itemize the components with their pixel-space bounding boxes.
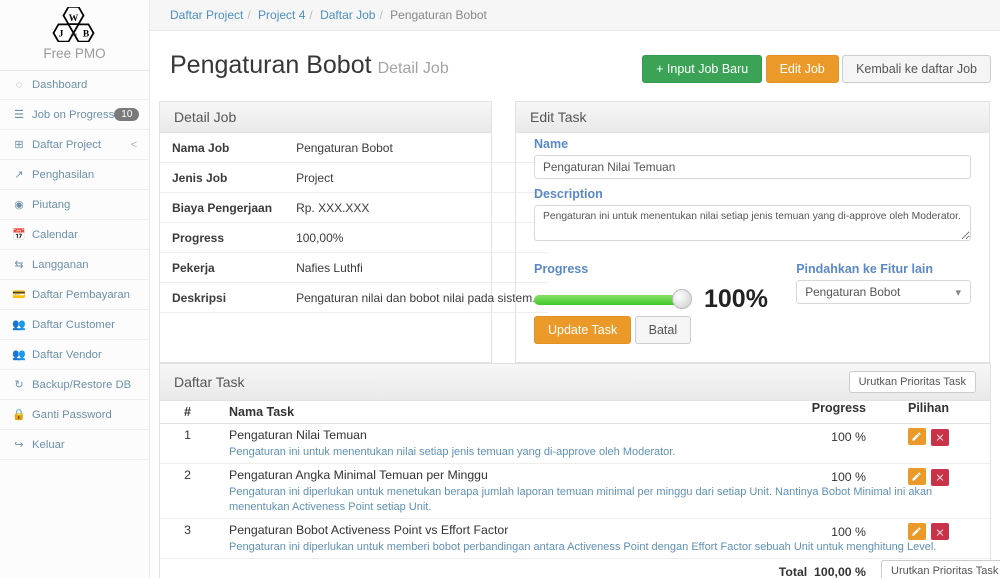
svg-text:B: B: [82, 29, 89, 39]
svg-text:.com: .com: [69, 31, 77, 36]
svg-text:J: J: [58, 29, 63, 39]
svg-text:W: W: [68, 14, 78, 24]
